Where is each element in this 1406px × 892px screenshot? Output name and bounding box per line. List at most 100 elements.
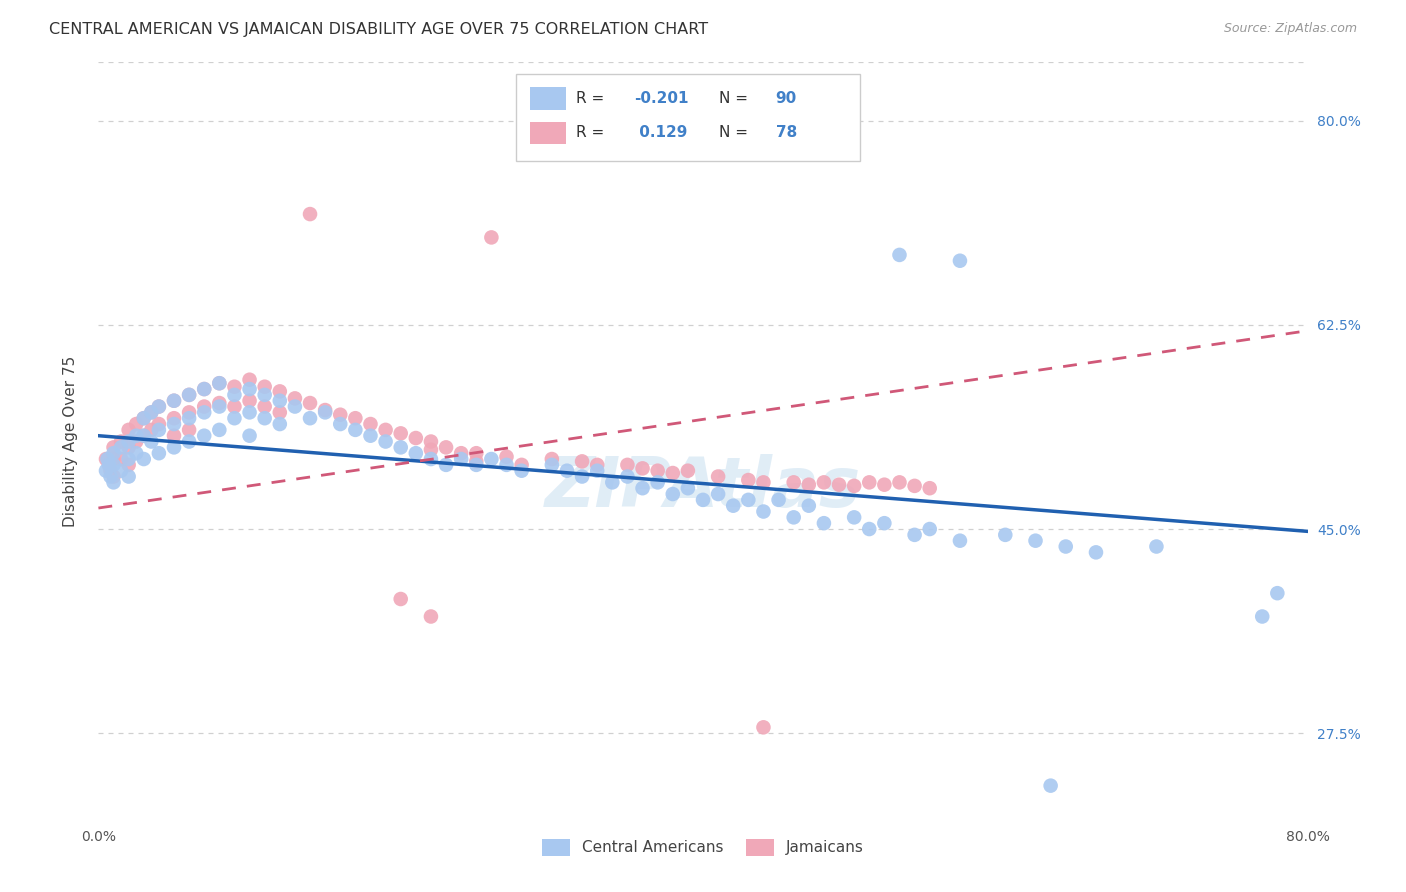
FancyBboxPatch shape	[530, 87, 567, 111]
Point	[450, 446, 472, 460]
Point	[193, 382, 215, 396]
Point	[163, 441, 186, 455]
Point	[224, 400, 246, 414]
Point	[103, 446, 125, 460]
Point	[110, 452, 132, 467]
Point	[118, 434, 141, 449]
Point	[1085, 545, 1108, 559]
Point	[1267, 586, 1289, 600]
Point	[208, 376, 231, 391]
Point	[405, 446, 427, 460]
Point	[98, 458, 121, 472]
Point	[797, 499, 820, 513]
Text: 0.129: 0.129	[634, 126, 688, 140]
Point	[148, 423, 170, 437]
Point	[495, 450, 517, 464]
Point	[239, 393, 262, 408]
Point	[481, 230, 503, 244]
Point	[661, 487, 683, 501]
Point	[299, 207, 322, 221]
Point	[179, 405, 201, 419]
Point	[360, 417, 382, 431]
Point	[269, 384, 291, 399]
Point	[540, 452, 562, 467]
Point	[783, 510, 806, 524]
Point	[1251, 609, 1274, 624]
Point	[208, 376, 231, 391]
Point	[465, 446, 488, 460]
Point	[179, 388, 201, 402]
Point	[661, 466, 683, 480]
Text: Source: ZipAtlas.com: Source: ZipAtlas.com	[1223, 22, 1357, 36]
Point	[389, 441, 412, 455]
Point	[284, 392, 307, 406]
Point	[314, 403, 336, 417]
Point	[495, 458, 517, 472]
Point	[420, 452, 443, 467]
Point	[360, 428, 382, 442]
Point	[420, 442, 443, 457]
Point	[148, 417, 170, 431]
Point	[420, 434, 443, 449]
Point	[586, 464, 609, 478]
Point	[329, 417, 352, 431]
Point	[465, 458, 488, 472]
Point	[873, 477, 896, 491]
Point	[540, 458, 562, 472]
Point	[555, 464, 578, 478]
Point	[118, 441, 141, 455]
Point	[239, 373, 262, 387]
Point	[208, 423, 231, 437]
Point	[465, 454, 488, 468]
Point	[707, 487, 730, 501]
Point	[269, 405, 291, 419]
Point	[103, 475, 125, 490]
Text: CENTRAL AMERICAN VS JAMAICAN DISABILITY AGE OVER 75 CORRELATION CHART: CENTRAL AMERICAN VS JAMAICAN DISABILITY …	[49, 22, 709, 37]
Point	[132, 428, 155, 442]
Point	[269, 393, 291, 408]
Point	[873, 516, 896, 531]
Point	[141, 434, 163, 449]
Point	[239, 382, 262, 396]
Point	[141, 423, 163, 437]
Point	[253, 411, 276, 425]
Point	[844, 479, 866, 493]
Point	[1144, 540, 1167, 554]
Point	[94, 464, 117, 478]
Point	[676, 481, 699, 495]
Text: -0.201: -0.201	[634, 91, 689, 106]
Point	[828, 477, 851, 491]
Point	[163, 417, 186, 431]
Point	[405, 431, 427, 445]
Point	[1024, 533, 1046, 548]
Text: 90: 90	[776, 91, 797, 106]
Point	[299, 396, 322, 410]
Point	[193, 428, 215, 442]
Point	[904, 479, 927, 493]
Point	[179, 411, 201, 425]
Text: 78: 78	[776, 126, 797, 140]
Point	[676, 464, 699, 478]
Point	[179, 423, 201, 437]
Point	[752, 504, 775, 518]
Point	[148, 400, 170, 414]
Text: ZIPAtlas: ZIPAtlas	[546, 453, 860, 521]
Point	[374, 423, 396, 437]
Point	[344, 423, 367, 437]
Point	[737, 137, 759, 152]
Point	[132, 411, 155, 425]
Point	[571, 454, 593, 468]
Point	[647, 464, 669, 478]
Point	[737, 492, 759, 507]
Point	[100, 464, 122, 478]
Point	[193, 405, 215, 419]
Point	[631, 481, 654, 495]
Point	[179, 434, 201, 449]
Point	[118, 452, 141, 467]
Point	[118, 423, 141, 437]
Point	[96, 452, 118, 467]
Point	[994, 528, 1017, 542]
Point	[132, 452, 155, 467]
Point	[193, 400, 215, 414]
Point	[125, 434, 148, 449]
